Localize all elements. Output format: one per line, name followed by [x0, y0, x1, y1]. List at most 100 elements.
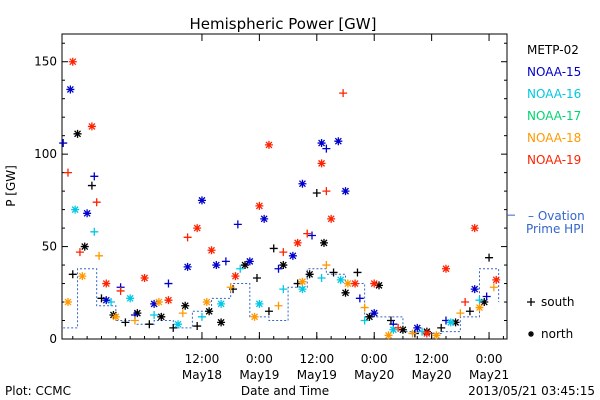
data-point: [492, 275, 501, 284]
y-axis-label: P [GW]: [4, 165, 18, 207]
data-point: [250, 312, 259, 321]
data-point: [269, 244, 278, 253]
data-point: [83, 209, 92, 218]
x-tick-time: 12:00: [300, 352, 335, 366]
data-point: [71, 205, 80, 214]
marker-legend-north: north: [528, 327, 573, 341]
data-point: [322, 187, 331, 196]
data-point: [465, 307, 474, 316]
data-point: [150, 299, 159, 308]
marker-legend: south north: [527, 295, 575, 341]
data-point: [441, 264, 450, 273]
data-point: [90, 227, 99, 236]
data-point: [174, 320, 183, 329]
y-axis: 0 50 100 150: [34, 42, 507, 346]
data-point: [341, 187, 350, 196]
data-point: [193, 224, 202, 233]
data-point: [353, 268, 362, 277]
data-point: [255, 201, 264, 210]
data-point: [308, 231, 317, 240]
data-point: [339, 89, 348, 98]
data-point: [121, 318, 130, 327]
data-point: [73, 129, 82, 138]
x-tick-time: 0:00: [476, 352, 503, 366]
legend-entry: METP-02: [527, 43, 579, 57]
data-point: [169, 323, 178, 332]
data-point: [217, 299, 226, 308]
data-point: [202, 298, 211, 307]
y-tick-label: 50: [42, 240, 57, 254]
legend-entry: NOAA-19: [527, 153, 581, 167]
data-point: [221, 257, 230, 266]
data-point: [298, 277, 307, 286]
data-point: [422, 329, 431, 338]
y-tick-label: 150: [34, 55, 57, 69]
data-point: [231, 272, 240, 281]
data-point: [475, 303, 484, 312]
x-tick-time: 0:00: [246, 352, 273, 366]
data-point: [178, 309, 187, 318]
data-point: [183, 262, 192, 271]
data-point: [145, 320, 154, 329]
data-point: [264, 140, 273, 149]
data-point: [351, 279, 360, 288]
plot-frame: [61, 33, 508, 340]
data-point: [193, 322, 202, 331]
data-point: [183, 233, 192, 242]
data-point: [274, 264, 283, 273]
data-point: [336, 275, 345, 284]
data-point: [389, 325, 398, 334]
data-point: [164, 296, 173, 305]
data-point: [150, 310, 159, 319]
data-point: [319, 238, 328, 247]
data-point: [205, 307, 214, 316]
data-point: [470, 224, 479, 233]
marker-legend-south: south: [527, 295, 575, 309]
data-point: [293, 238, 302, 247]
data-point: [461, 298, 470, 307]
data-point: [133, 309, 142, 318]
data-point: [264, 307, 273, 316]
data-point: [236, 264, 245, 273]
data-point: [130, 316, 139, 325]
data-point: [317, 274, 326, 282]
marker-legend-label: north: [541, 327, 573, 341]
x-tick-time: 12:00: [185, 352, 220, 366]
data-point: [252, 274, 261, 282]
data-point: [63, 298, 72, 307]
data-point: [245, 257, 254, 266]
chart-title: Hemispheric Power [GW]: [190, 15, 377, 33]
data-point: [398, 325, 407, 334]
data-point: [233, 220, 242, 229]
data-point: [154, 298, 163, 307]
data-point: [102, 296, 111, 305]
x-axis-label: Date and Time: [241, 384, 329, 398]
data-point: [327, 214, 336, 223]
x-tick-date: May19: [239, 368, 279, 382]
y-tick-label: 0: [49, 332, 57, 346]
data-point: [157, 312, 166, 321]
data-point: [305, 270, 314, 279]
data-point: [317, 139, 326, 148]
data-point: [343, 279, 352, 288]
x-tick-date: May20: [412, 368, 452, 382]
plot-timestamp: 2013/05/21 03:45:15: [468, 384, 595, 398]
data-point: [298, 285, 307, 294]
data-point: [126, 294, 135, 303]
data-point: [140, 274, 149, 282]
data-point: [212, 261, 221, 270]
legend: METP-02 NOAA-15 NOAA-16 NOAA-17 NOAA-18 NOAA-…: [527, 43, 581, 167]
data-point: [197, 196, 206, 205]
data-point: [288, 251, 297, 260]
legend-entry: NOAA-15: [527, 65, 581, 79]
data-point: [181, 301, 190, 310]
data-point: [68, 57, 77, 66]
data-point: [360, 303, 369, 312]
data-point: [370, 279, 379, 288]
data-point: [255, 299, 264, 308]
x-tick-time: 0:00: [361, 352, 388, 366]
data-point: [432, 331, 441, 340]
legend-entry: NOAA-17: [527, 109, 581, 123]
data-point: [365, 312, 374, 321]
data-point: [341, 288, 350, 297]
